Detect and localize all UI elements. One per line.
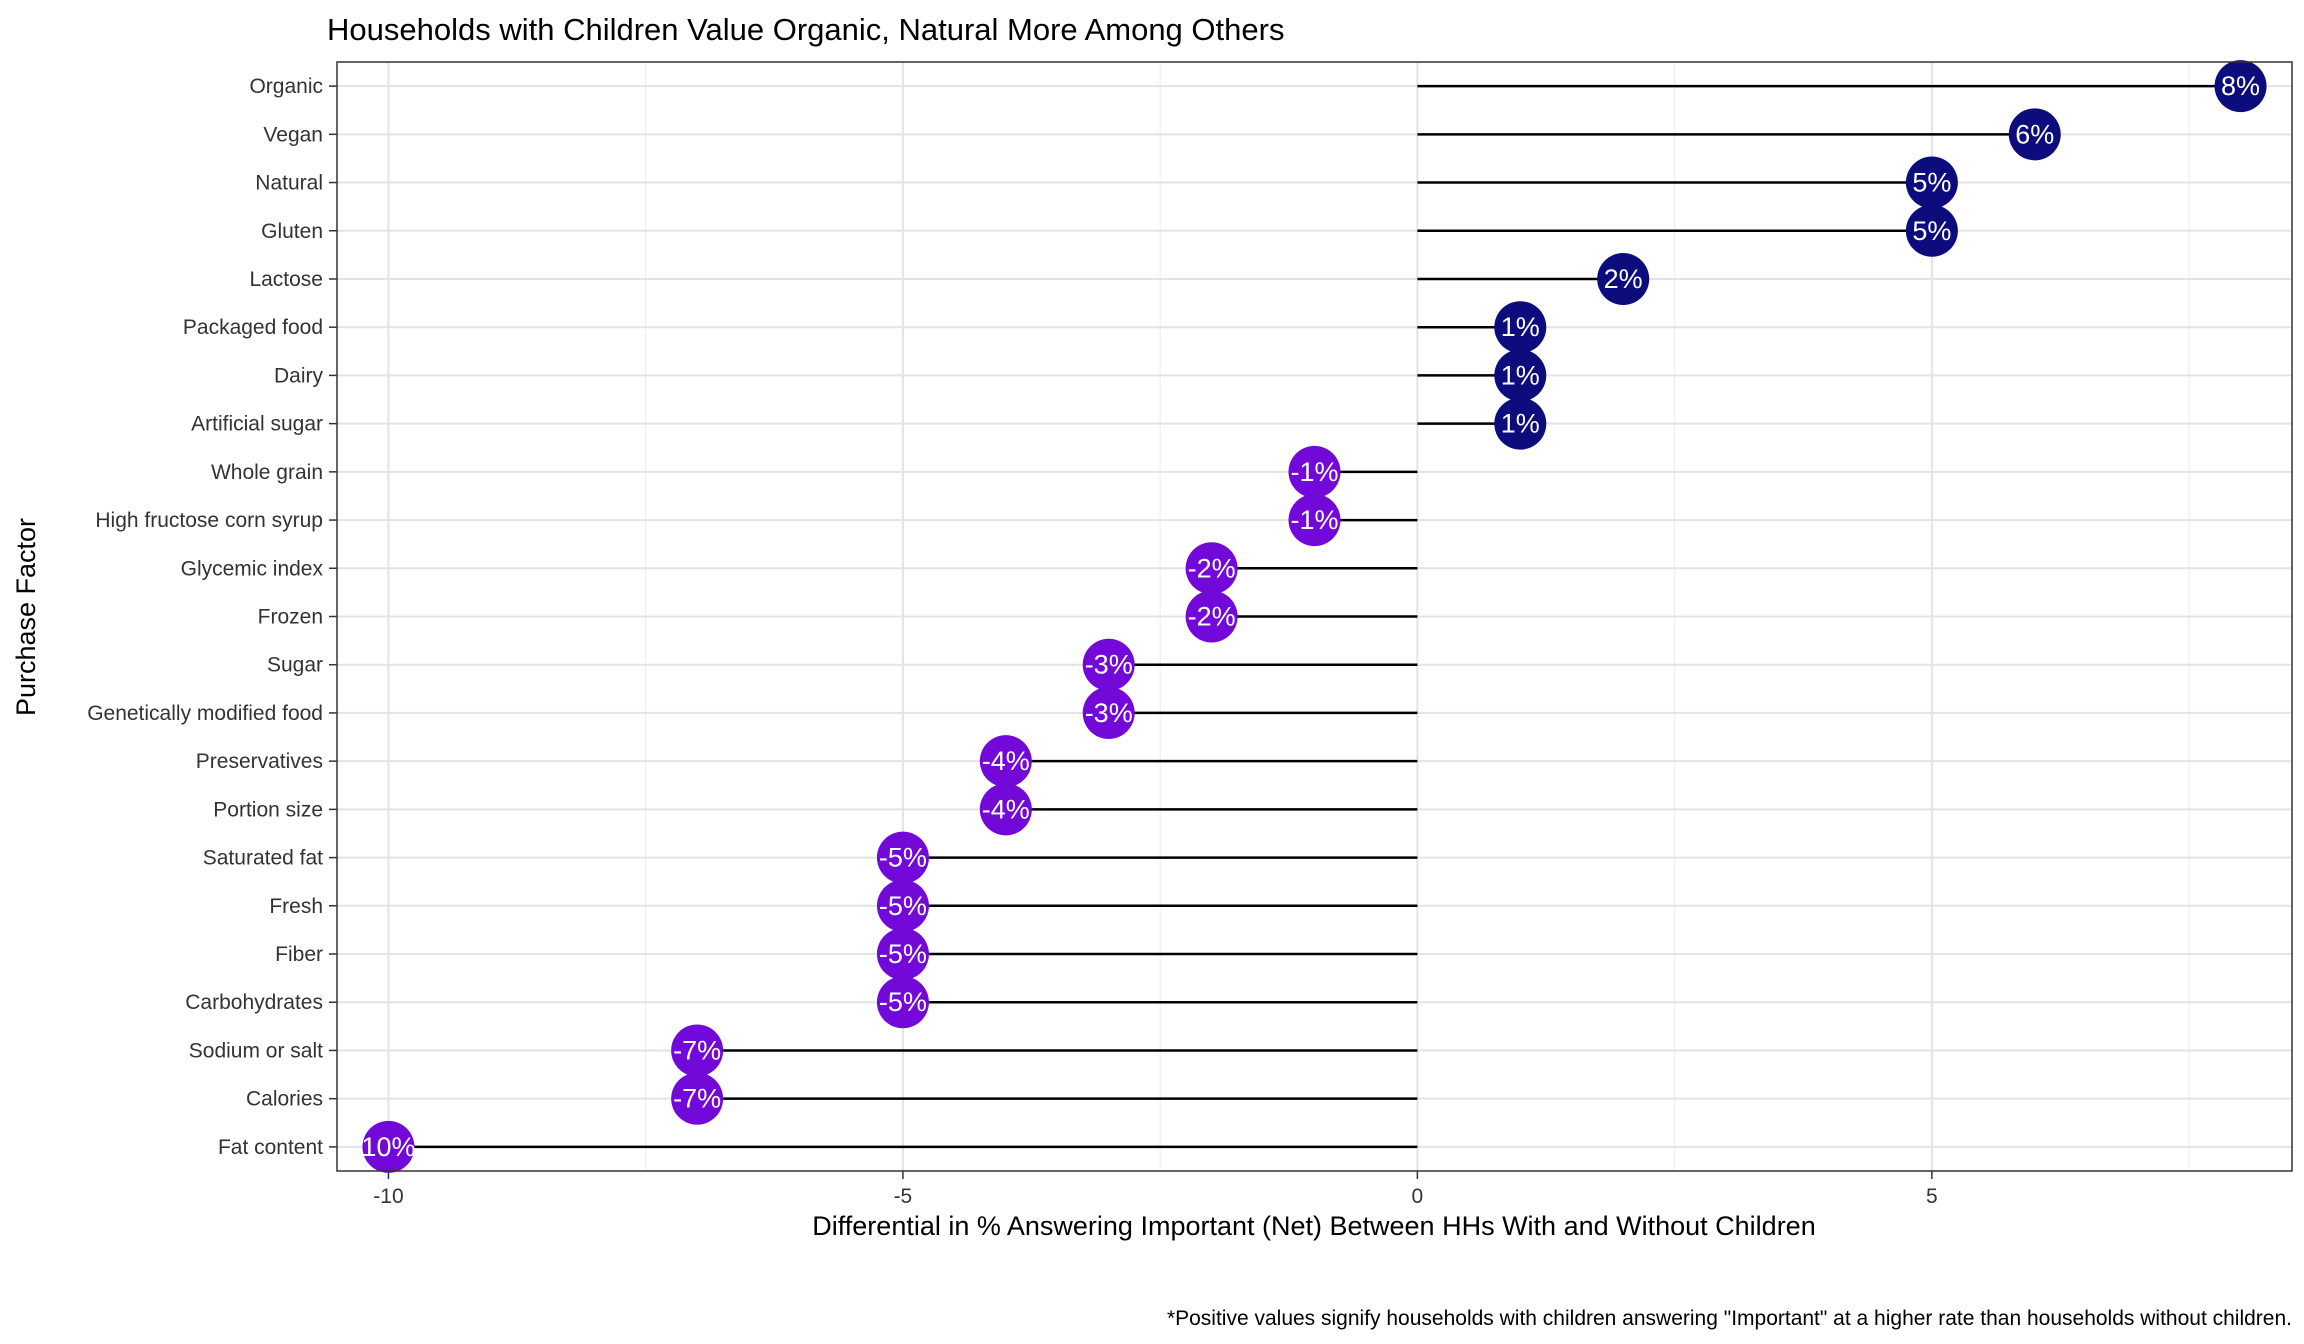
- lollipop-dot: [1288, 494, 1341, 547]
- lollipop-dot: [2008, 108, 2061, 161]
- lollipop-dot: [1288, 445, 1341, 498]
- y-tick-label: Organic: [249, 75, 323, 98]
- x-axis-title: Differential in % Answering Important (N…: [812, 1211, 1815, 1241]
- y-tick-label: Saturated fat: [203, 847, 323, 870]
- lollipop-dot: [1494, 349, 1547, 402]
- value-label: -3%: [1085, 698, 1133, 728]
- y-tick-label: Whole grain: [211, 461, 323, 484]
- value-label: -1%: [1290, 505, 1338, 535]
- y-tick-label: Sugar: [267, 654, 323, 677]
- value-label: 6%: [2015, 119, 2054, 149]
- lollipop-dots: [362, 60, 2267, 1173]
- value-label: -3%: [1085, 650, 1133, 680]
- lollipop-dot: [979, 783, 1032, 836]
- value-label: -2%: [1188, 553, 1236, 583]
- y-tick-label: Glycemic index: [181, 557, 324, 580]
- value-label: 5%: [1912, 168, 1951, 198]
- lollipop-dot: [1597, 252, 1650, 305]
- y-tick-label: Carbohydrates: [185, 991, 323, 1014]
- y-tick-label: Gluten: [261, 220, 323, 243]
- y-tick-label: Preservatives: [196, 750, 323, 773]
- x-axis: -10 -5 0 5: [373, 1171, 1938, 1208]
- value-label: -5%: [879, 843, 927, 873]
- lollipop-dot: [1185, 542, 1238, 595]
- value-label: 1%: [1501, 312, 1540, 342]
- y-tick-label: Frozen: [258, 606, 323, 629]
- lollipop-dot: [1905, 204, 1958, 257]
- chart-title: Households with Children Value Organic, …: [327, 12, 1284, 47]
- y-tick-label: Artificial sugar: [191, 413, 323, 436]
- value-label: 2%: [1604, 264, 1643, 294]
- lollipop-dot: [671, 1072, 724, 1125]
- value-label: -7%: [673, 1084, 721, 1114]
- value-label: -5%: [879, 891, 927, 921]
- y-tick-label: Sodium or salt: [189, 1039, 323, 1062]
- y-tick-label: Fat content: [218, 1136, 323, 1159]
- y-tick-label: High fructose corn syrup: [95, 509, 323, 532]
- lollipop-value-labels: 8% 6% 5% 5% 2% 1% 1% 1% -1% -1% -2% -2% -3% -3% -4% -4%…: [361, 71, 2260, 1162]
- value-label: -5%: [879, 987, 927, 1017]
- x-tick-label: 0: [1412, 1185, 1424, 1208]
- lollipop-dot: [876, 831, 929, 884]
- lollipop-stems: [388, 84, 2241, 1149]
- lollipop-dot: [876, 976, 929, 1029]
- value-label: -4%: [982, 794, 1030, 824]
- x-tick-label: 5: [1926, 1185, 1938, 1208]
- lollipop-dot: [1494, 397, 1547, 450]
- lollipop-dot: [876, 928, 929, 981]
- y-tick-label: Vegan: [263, 123, 323, 146]
- y-tick-label: Lactose: [249, 268, 323, 291]
- lollipop-dot: [1905, 156, 1958, 209]
- y-tick-label: Calories: [246, 1088, 323, 1111]
- lollipop-dot: [362, 1120, 415, 1173]
- value-label: 1%: [1501, 409, 1540, 439]
- y-tick-label: Fresh: [269, 895, 323, 918]
- lollipop-dot: [979, 735, 1032, 788]
- y-tick-label: Portion size: [213, 798, 323, 821]
- lollipop-dot: [1494, 301, 1547, 354]
- lollipop-dot: [1082, 686, 1135, 739]
- value-label: -4%: [982, 746, 1030, 776]
- value-label: 8%: [2221, 71, 2260, 101]
- x-tick-label: -10: [373, 1185, 403, 1208]
- value-label: 1%: [1501, 360, 1540, 390]
- value-label: -1%: [1290, 457, 1338, 487]
- y-axis: Organic Vegan Natural Gluten Lactose Packaged…: [87, 75, 337, 1159]
- chart-caption: *Positive values signify households with…: [1167, 1307, 2292, 1330]
- value-label: -7%: [673, 1035, 721, 1065]
- lollipop-dot: [671, 1024, 724, 1077]
- y-axis-title: Purchase Factor: [11, 518, 41, 716]
- value-label: -2%: [1188, 602, 1236, 632]
- lollipop-dot: [876, 879, 929, 932]
- x-tick-label: -5: [894, 1185, 913, 1208]
- y-tick-label: Fiber: [275, 943, 323, 966]
- value-label: -5%: [879, 939, 927, 969]
- value-label: 5%: [1912, 216, 1951, 246]
- lollipop-dot: [1185, 590, 1238, 643]
- value-label: 10%: [361, 1132, 415, 1162]
- lollipop-dot: [1082, 638, 1135, 691]
- lollipop-dot: [2214, 60, 2267, 113]
- y-tick-label: Genetically modified food: [87, 702, 323, 725]
- y-tick-label: Packaged food: [183, 316, 323, 339]
- y-tick-label: Natural: [255, 172, 323, 195]
- y-tick-label: Dairy: [274, 364, 324, 387]
